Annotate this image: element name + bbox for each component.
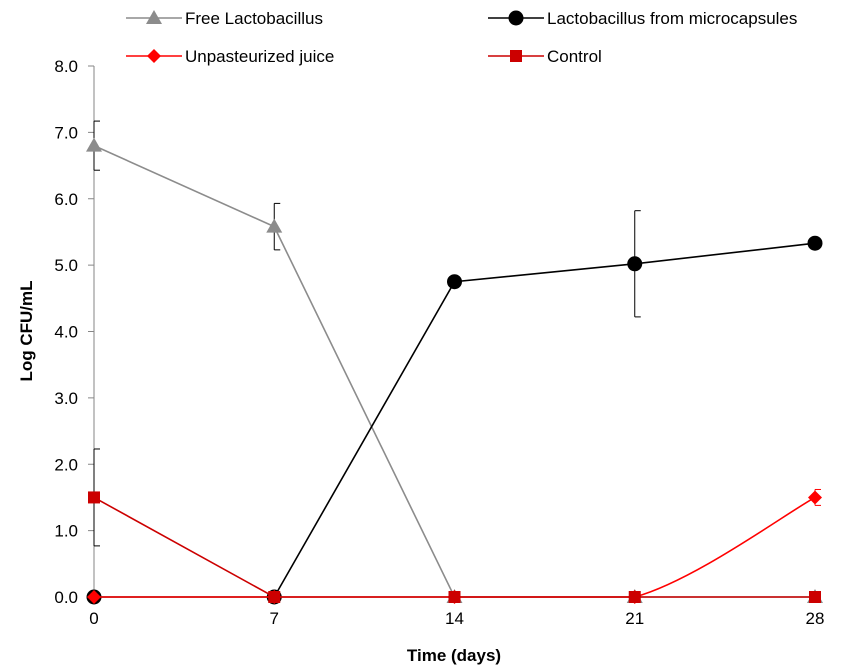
legend-item: Control — [488, 47, 602, 66]
legend-item: Free Lactobacillus — [126, 9, 323, 28]
legend-label: Control — [547, 47, 602, 66]
data-point — [448, 591, 461, 603]
data-point — [86, 137, 102, 152]
legend-label: Unpasteurized juice — [185, 47, 334, 66]
data-point — [88, 491, 100, 504]
legend-marker — [508, 10, 524, 26]
x-tick-label: 14 — [445, 609, 464, 628]
x-tick-labels: 0 7 14 21 28 — [89, 609, 824, 628]
series-line — [93, 496, 815, 598]
legend: Free Lactobacillus Lactobacillus from mic… — [126, 9, 797, 66]
data-point — [627, 256, 643, 272]
series-line — [93, 496, 816, 598]
legend-marker — [147, 49, 161, 63]
x-axis-title: Time (days) — [407, 646, 501, 665]
series-line — [94, 242, 816, 598]
legend-item: Unpasteurized juice — [126, 47, 334, 66]
legend-label: Free Lactobacillus — [185, 9, 323, 28]
data-point — [87, 590, 101, 604]
series-free-lactobacillus — [86, 120, 823, 603]
y-tick-label: 2.0 — [54, 455, 78, 474]
series-control — [88, 448, 821, 603]
series-unpasteurized-juice — [87, 488, 822, 604]
legend-marker — [510, 50, 522, 62]
data-point — [628, 591, 641, 603]
data-point — [447, 274, 462, 290]
y-tick-labels: 0.0 1.0 2.0 3.0 4.0 5.0 6.0 7.0 8.0 — [54, 57, 78, 607]
legend-marker — [146, 10, 162, 24]
y-tick-label: 1.0 — [54, 522, 78, 541]
y-tick-label: 6.0 — [54, 190, 78, 209]
ticks — [88, 65, 816, 603]
data-point — [809, 591, 821, 603]
y-tick-label: 7.0 — [54, 123, 78, 142]
y-tick-label: 8.0 — [54, 57, 78, 76]
y-axis-title: Log CFU/mL — [17, 280, 36, 381]
x-tick-label: 28 — [806, 609, 825, 628]
data-point — [807, 235, 823, 251]
series-line — [93, 144, 815, 598]
series-layer — [86, 120, 823, 605]
legend-item: Lactobacillus from microcapsules — [488, 9, 797, 28]
y-tick-label: 4.0 — [54, 323, 78, 342]
data-point — [266, 218, 283, 233]
x-tick-label: 21 — [625, 609, 644, 628]
y-tick-label: 5.0 — [54, 256, 78, 275]
series-lactobacillus-from-microcapsules — [86, 210, 823, 605]
x-tick-label: 7 — [270, 609, 279, 628]
data-point — [268, 591, 281, 603]
data-point — [808, 490, 822, 505]
y-tick-label: 0.0 — [54, 588, 78, 607]
legend-label: Lactobacillus from microcapsules — [547, 9, 797, 28]
y-tick-label: 3.0 — [54, 389, 78, 408]
axes — [93, 66, 815, 598]
x-tick-label: 0 — [89, 609, 98, 628]
